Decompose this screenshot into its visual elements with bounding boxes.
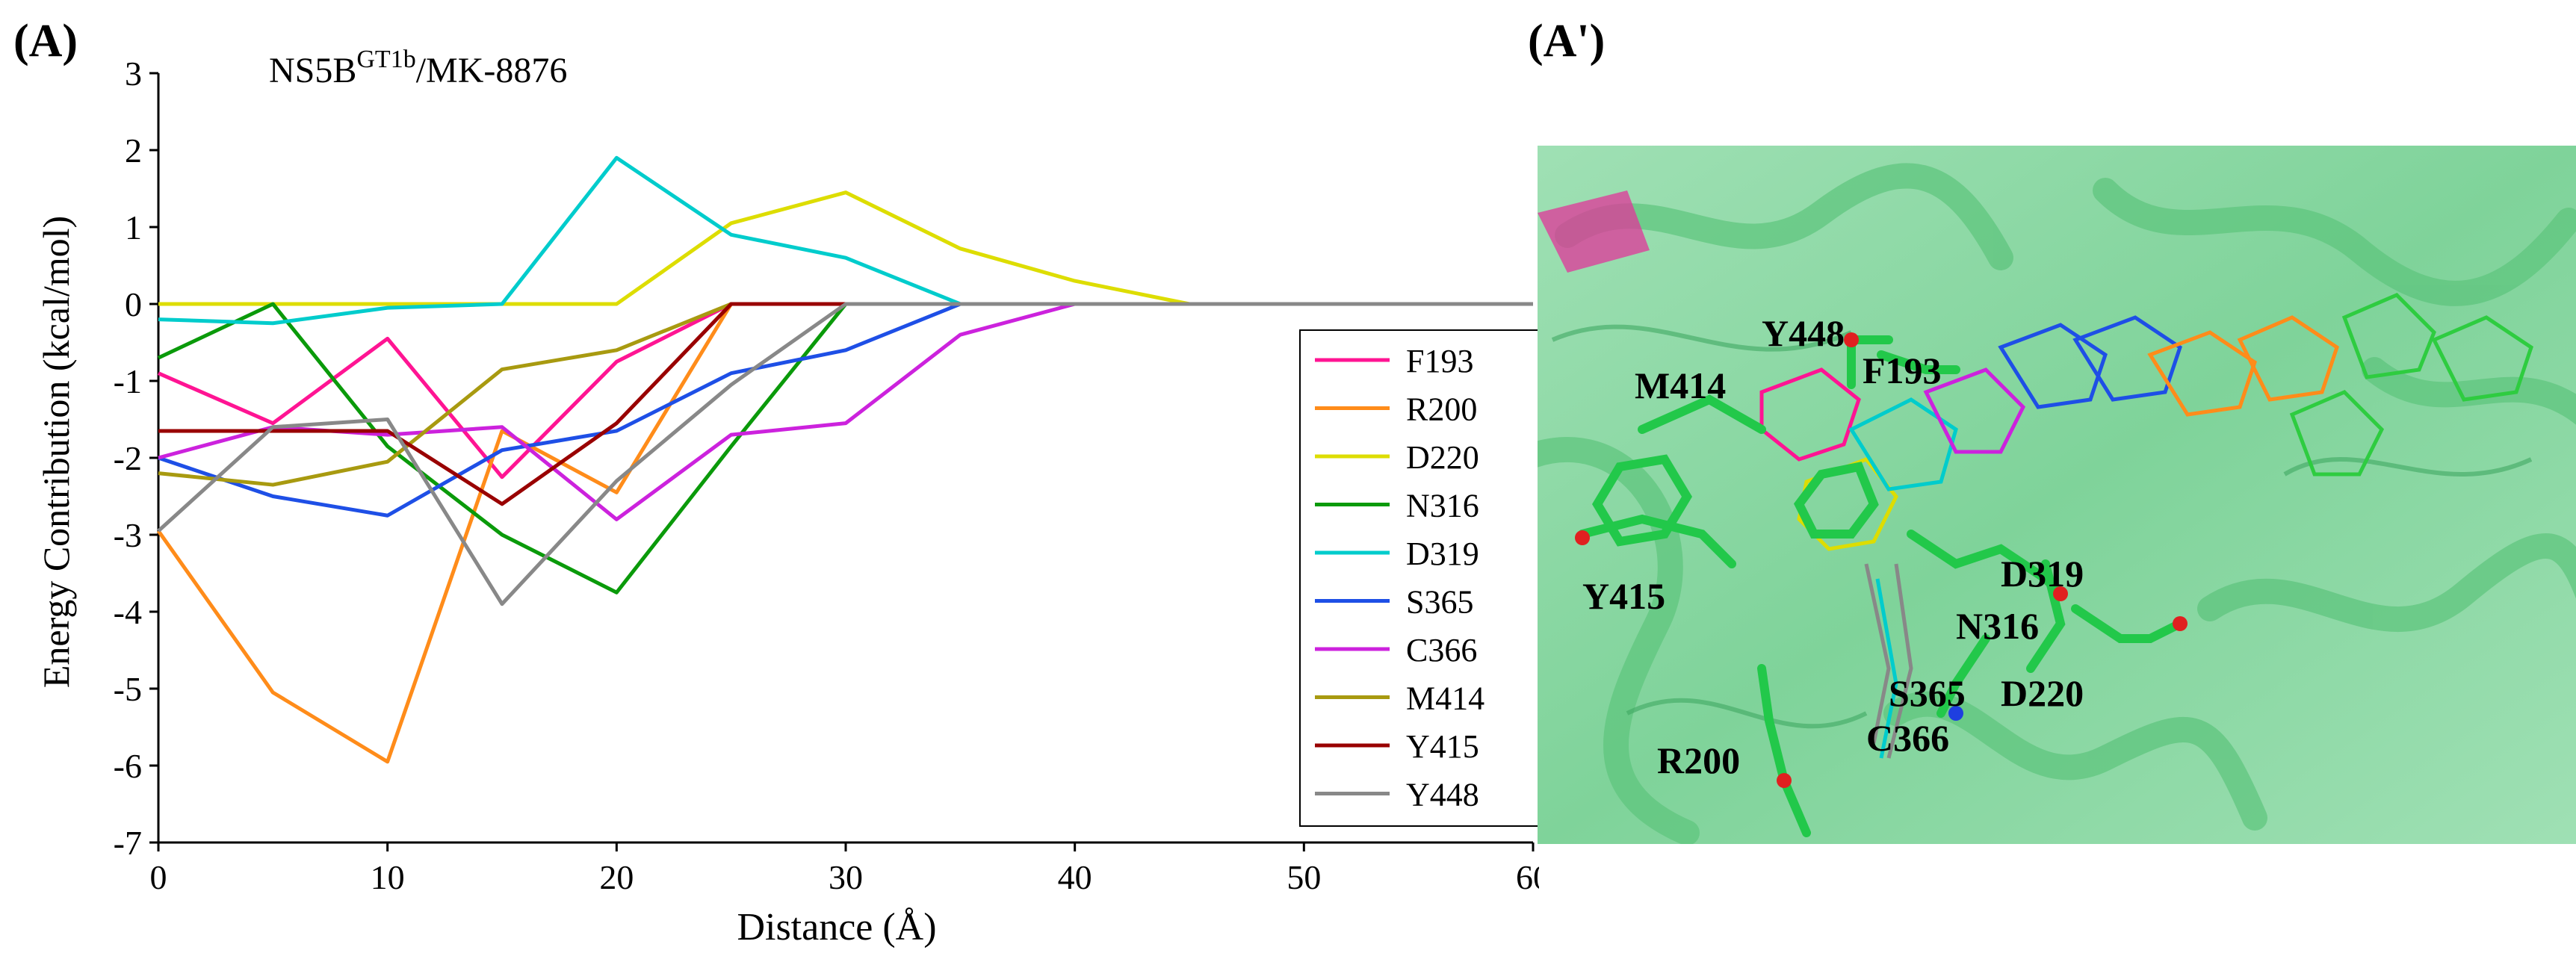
y-tick-label: -4 — [114, 593, 142, 631]
y-tick-label: -1 — [114, 362, 142, 400]
legend-label-c366: C366 — [1406, 632, 1477, 668]
ligand-sticks — [1759, 293, 2533, 759]
y-tick-label: 2 — [125, 131, 142, 170]
legend-label-f193: F193 — [1406, 343, 1473, 379]
pink-sheet — [1538, 190, 1650, 273]
residue-label-y415: Y415 — [1582, 575, 1665, 617]
residue-label-r200: R200 — [1657, 739, 1740, 781]
y-axis-label: Energy Contribution (kcal/mol) — [35, 216, 77, 688]
legend-label-d220: D220 — [1406, 439, 1479, 476]
y-tick-label: -6 — [114, 747, 142, 785]
chart-title-main: NS5B — [269, 51, 356, 90]
residue-label-y448: Y448 — [1762, 312, 1845, 354]
x-tick-label: 0 — [150, 858, 167, 896]
residue-heteroatoms — [1575, 332, 2188, 788]
residue-label-d319: D319 — [2001, 553, 2084, 595]
y-tick-label: -7 — [114, 824, 142, 862]
y-tick-label: -2 — [114, 439, 142, 477]
legend-label-m414: M414 — [1406, 680, 1484, 717]
x-axis-label: Distance (Å) — [737, 906, 936, 949]
x-tick-label: 60 — [1516, 858, 1539, 896]
y-tick-label: 1 — [125, 208, 142, 246]
series-lines — [156, 155, 1533, 764]
legend-label-s365: S365 — [1406, 584, 1473, 621]
legend: F193 R200 D220 N316 D319 S365 C366 M414 Y415 Y448 — [1299, 329, 1539, 827]
y-tick-label: -3 — [114, 516, 142, 554]
residue-label-d220: D220 — [2001, 672, 2084, 714]
x-tick-label: 50 — [1287, 858, 1321, 896]
chart-title: NS5BGT1b/MK-8876 — [269, 46, 567, 90]
legend-label-y448: Y448 — [1406, 777, 1479, 813]
structure-background — [1538, 146, 2576, 844]
series-line-d220 — [158, 190, 1533, 306]
legend-label-y415: Y415 — [1406, 728, 1479, 765]
residue-label-f193: F193 — [1863, 350, 1942, 391]
series-line-d319 — [158, 155, 1533, 326]
residue-label-n316: N316 — [1956, 605, 2039, 647]
y-tick-label: -5 — [114, 670, 142, 708]
panel-label-a: (A) — [13, 16, 78, 66]
legend-label-r200: R200 — [1406, 391, 1477, 428]
panel-label-a-prime: (A') — [1528, 16, 1606, 66]
tick-labels: -7-6-5-4-3-2-101230102030405060 — [114, 55, 1539, 896]
x-tick-label: 20 — [599, 858, 634, 896]
chart-title-sup: GT1b — [356, 46, 415, 73]
legend-box — [1299, 329, 1539, 827]
x-tick-label: 40 — [1058, 858, 1092, 896]
x-tick-label: 10 — [371, 858, 405, 896]
series-line-y448 — [157, 302, 1533, 606]
legend-items: F193 R200 D220 N316 D319 S365 C366 M414 Y415 Y448 — [1315, 343, 1484, 813]
x-tick-label: 30 — [829, 858, 863, 896]
y-tick-label: 0 — [125, 285, 142, 323]
residue-label-c366: C366 — [1866, 717, 1949, 759]
residue-label-m414: M414 — [1635, 364, 1726, 406]
residue-label-s365: S365 — [1889, 672, 1966, 714]
energy-line-chart: -7-6-5-4-3-2-101230102030405060 NS5BGT1b… — [35, 46, 1539, 949]
protein-structure-image: Y448 M414 F193 Y415 D319 N316 S365 C366 D220 R200 — [1538, 146, 2576, 844]
legend-label-n316: N316 — [1406, 488, 1479, 524]
legend-label-d319: D319 — [1406, 536, 1479, 572]
chart-title-tail: /MK-8876 — [416, 51, 568, 90]
protein-ribbons-dark — [1551, 324, 2533, 729]
y-tick-label: 3 — [125, 55, 142, 93]
